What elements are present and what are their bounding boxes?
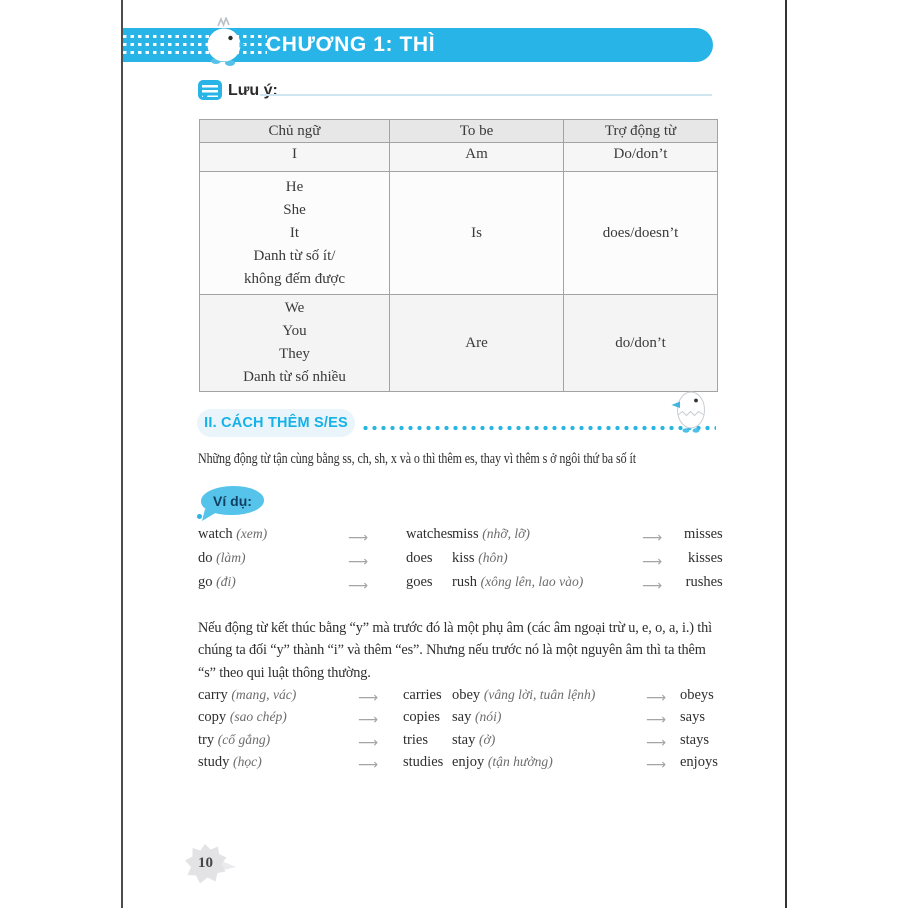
example-word: say (nói) [452, 709, 502, 726]
example-word: do (làm) [198, 550, 246, 566]
example-word: copy (sao chép) [198, 709, 287, 726]
example-word: watch (xem) [198, 526, 268, 542]
cell-aux: does/doesn’t [563, 171, 718, 295]
arrow-icon: ⟶ [645, 712, 667, 729]
example-result: misses [684, 526, 723, 542]
example-result: studies [403, 753, 444, 770]
table-row: We You They Danh từ số nhiều Are do/don’… [199, 294, 718, 392]
table-header-row: Chủ ngữ To be Trợ động từ [199, 119, 718, 143]
arrow-icon: ⟶ [347, 530, 369, 546]
header-subject: Chủ ngữ [199, 119, 390, 143]
examples-ses-left: watch (xem) ⟶ watches do (làm) ⟶ does go… [198, 526, 453, 598]
arrow-icon: ⟶ [645, 690, 667, 707]
example-result: enjoys [680, 753, 718, 770]
banner-dotted-pattern [123, 28, 267, 62]
example-word: carry (mang, vác) [198, 687, 297, 703]
example-result: tries [403, 731, 428, 748]
example-result: obeys [680, 687, 714, 703]
example-result: says [680, 709, 705, 726]
example-label: Ví dụ: [213, 492, 252, 509]
examples-y-left: carry (mang, vác) ⟶ carries copy (sao ch… [198, 687, 448, 776]
table-row: I Am Do/don’t [199, 142, 718, 172]
examples-ses-right: miss (nhỡ, lỡ) ⟶ misses kiss (hôn) ⟶ kis… [452, 526, 723, 598]
header-auxiliary: Trợ động từ [563, 119, 718, 143]
example-result: rushes [685, 574, 723, 590]
arrow-icon: ⟶ [357, 690, 379, 707]
arrow-icon: ⟶ [641, 554, 663, 570]
page-edge-right [785, 0, 787, 908]
example-result: goes [406, 574, 433, 590]
page-edge-left [121, 0, 123, 908]
chapter-title: CHƯƠNG 1: THÌ [266, 33, 436, 56]
arrow-icon: ⟶ [347, 578, 369, 594]
example-word: miss (nhỡ, lỡ) [452, 526, 530, 542]
cell-tobe: Are [389, 294, 564, 392]
cell-tobe: Is [389, 171, 564, 295]
page-number: 10 [198, 855, 213, 871]
cell-subject: I [199, 142, 390, 172]
bubble-dot [197, 514, 202, 519]
arrow-icon: ⟶ [357, 734, 379, 751]
examples-y-right: obey (vâng lời, tuân lệnh) ⟶ obeys say (… [452, 687, 718, 776]
cell-subject: We You They Danh từ số nhiều [199, 294, 390, 392]
example-result: carries [403, 687, 442, 703]
page-number-blob: 10 [182, 842, 240, 888]
example-word: obey (vâng lời, tuân lệnh) [452, 687, 596, 703]
cell-tobe: Am [389, 142, 564, 172]
example-result: kisses [688, 550, 723, 566]
note-bubble-icon [198, 80, 222, 100]
note-divider-line [260, 94, 712, 96]
cell-aux: Do/don’t [563, 142, 718, 172]
arrow-icon: ⟶ [645, 757, 667, 774]
arrow-icon: ⟶ [357, 712, 379, 729]
note-label: Lưu ý: [228, 82, 278, 99]
example-bubble-icon: Ví dụ: [201, 486, 264, 515]
example-word: kiss (hôn) [452, 550, 508, 566]
rule-y-paragraph: Nếu động từ kết thúc bằng “y” mà trước đ… [198, 620, 712, 681]
section-intro-text: Những động từ tận cùng bằng ss, ch, sh, … [198, 451, 636, 467]
chick-icon [207, 17, 245, 66]
header-tobe: To be [389, 119, 564, 143]
arrow-icon: ⟶ [645, 734, 667, 751]
arrow-icon: ⟶ [641, 578, 663, 594]
chapter-banner: CHƯƠNG 1: THÌ [123, 17, 713, 66]
arrow-icon: ⟶ [357, 757, 379, 774]
example-result: watches [406, 526, 453, 542]
example-result: stays [680, 731, 709, 748]
section-title: II. CÁCH THÊM S/ES [204, 415, 348, 431]
example-word: stay (ở) [452, 731, 496, 748]
cell-subject: He She It Danh từ số ít/ không đếm được [199, 171, 390, 295]
arrow-icon: ⟶ [641, 530, 663, 546]
section-title-pill: II. CÁCH THÊM S/ES [197, 409, 355, 437]
blob-shape [185, 844, 236, 884]
example-word: rush (xông lên, lao vào) [452, 574, 584, 590]
example-word: study (học) [198, 753, 262, 770]
example-word: enjoy (tận hưởng) [452, 753, 553, 770]
cell-aux: do/don’t [563, 294, 718, 392]
hatching-chick-icon [671, 391, 705, 433]
example-word: go (đi) [198, 574, 236, 590]
arrow-icon: ⟶ [347, 554, 369, 570]
table-row: He She It Danh từ số ít/ không đếm được … [199, 171, 718, 295]
example-result: copies [403, 709, 441, 726]
tobe-auxiliary-table: Chủ ngữ To be Trợ động từ I Am Do/don’t … [199, 119, 718, 392]
example-word: try (cố gắng) [198, 731, 271, 748]
example-result: does [406, 550, 433, 566]
section-dotted-line [362, 424, 716, 432]
